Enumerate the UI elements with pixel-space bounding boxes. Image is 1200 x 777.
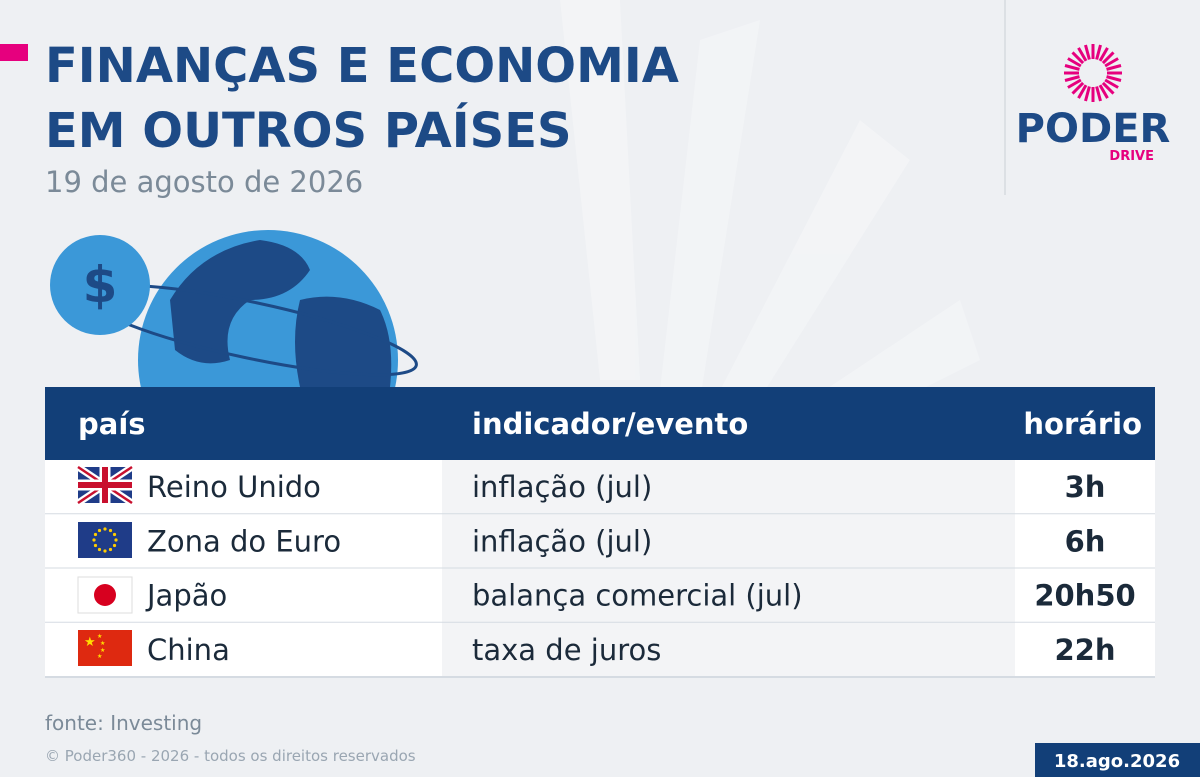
eu-star: [93, 532, 98, 537]
sun-ray: [1095, 44, 1102, 60]
date-badge: [1035, 743, 1200, 777]
flag-uk: [76, 464, 134, 506]
time: 22h: [1054, 633, 1115, 667]
sun-ray: [1106, 64, 1122, 71]
sun-ray: [1067, 57, 1082, 68]
sun-ray: [1084, 44, 1091, 60]
eu-star: [97, 528, 102, 533]
eu-star: [108, 547, 113, 552]
eu-star: [112, 532, 117, 537]
svg-text:★: ★: [97, 633, 102, 640]
cell-bg: [442, 460, 1015, 515]
background-rays: [560, 0, 980, 470]
cell-bg: [442, 622, 1015, 677]
logo-name: PODER: [1016, 106, 1171, 152]
eu-star: [92, 538, 96, 542]
sun-ray: [1104, 57, 1119, 68]
table: país indicador/evento horário Reino Unido in…: [45, 387, 1155, 678]
flag-japan: [77, 576, 133, 614]
table-header: [45, 387, 1155, 460]
time: 3h: [1065, 470, 1106, 504]
sun-ray: [1101, 51, 1115, 65]
svg-text:★: ★: [84, 635, 96, 650]
sun-ray: [1098, 84, 1109, 99]
column-header: indicador/evento: [472, 407, 748, 441]
eu-star: [97, 547, 102, 552]
cell-bg: [1015, 568, 1155, 623]
cell-bg: [1015, 514, 1155, 569]
svg-text:★: ★: [97, 653, 102, 660]
eu-star: [114, 538, 118, 542]
indicator: inflação (jul): [472, 470, 652, 504]
logo-sunburst: [1064, 44, 1122, 102]
time: 20h50: [1034, 579, 1135, 613]
date: 19 de agosto de 2026: [45, 165, 363, 199]
indicator: balança comercial (jul): [472, 579, 803, 613]
sun-ray: [1104, 78, 1119, 89]
svg-text:★: ★: [100, 647, 105, 654]
coin-icon: $: [50, 235, 150, 335]
sun-ray: [1064, 75, 1080, 82]
cell-bg: [442, 568, 1015, 623]
eu-star: [108, 528, 113, 533]
sun-ray: [1095, 86, 1102, 102]
accent-bar: [0, 44, 28, 61]
copyright: © Poder360 - 2026 - todos os direitos re…: [45, 747, 416, 765]
country: Japão: [145, 579, 227, 613]
sun-ray: [1064, 64, 1080, 71]
title: FINANÇAS E ECONOMIA: [45, 38, 679, 94]
svg-text:$: $: [83, 256, 118, 314]
sun-ray: [1071, 81, 1085, 95]
column-header: horário: [1023, 407, 1142, 441]
sun-ray: [1077, 47, 1088, 62]
sun-ray: [1098, 47, 1109, 62]
indicator: inflação (jul): [472, 524, 652, 558]
title: EM OUTROS PAÍSES: [45, 102, 572, 159]
badge-date: 18.ago.2026: [1054, 751, 1180, 772]
country: Reino Unido: [147, 470, 321, 504]
eu-star: [103, 527, 107, 531]
cell-bg: [442, 514, 1015, 569]
cell-bg: [1015, 460, 1155, 515]
eu-star: [103, 549, 107, 553]
globe-illustration: [82, 230, 418, 387]
sun-ray: [1071, 51, 1085, 65]
country: China: [147, 633, 230, 667]
logo-sub: DRIVE: [1109, 149, 1154, 164]
sun-ray: [1106, 75, 1122, 82]
eu-star: [112, 543, 117, 548]
indicator: taxa de juros: [472, 633, 661, 667]
sun-ray: [1084, 86, 1091, 102]
source: fonte: Investing: [45, 711, 202, 735]
country: Zona do Euro: [147, 524, 341, 558]
cell-bg: [1015, 622, 1155, 677]
eu-star: [93, 543, 98, 548]
time: 6h: [1065, 524, 1106, 558]
sun-ray: [1077, 84, 1088, 99]
sun-ray: [1101, 81, 1115, 95]
column-header: país: [78, 407, 146, 441]
svg-text:★: ★: [100, 640, 105, 647]
flag-eu: [78, 522, 132, 558]
sun-ray: [1067, 78, 1082, 89]
flag-china: ★ ★ ★ ★ ★: [78, 630, 132, 666]
